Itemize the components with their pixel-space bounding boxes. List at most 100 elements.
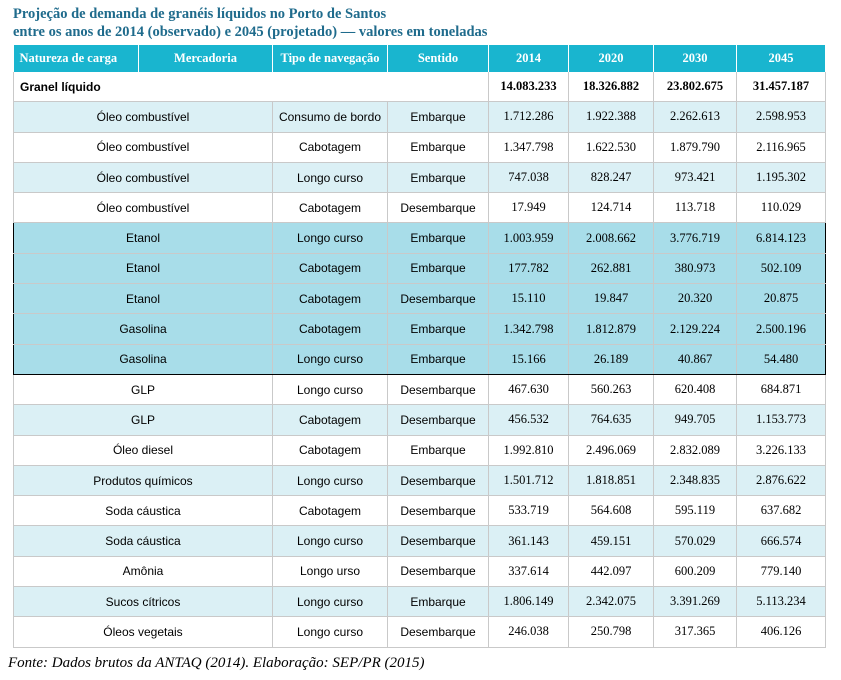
table-row-highlighted: Gasolina Longo curso Embarque 15.166 26.… — [13, 344, 826, 375]
cell-2014: 361.143 — [488, 525, 569, 557]
cell-mercadoria: Óleo combustível — [13, 132, 273, 163]
source-note: Fonte: Dados brutos da ANTAQ (2014). Ela… — [8, 655, 425, 671]
cell-2030: 113.718 — [653, 192, 737, 224]
cell-2014: 1.501.712 — [488, 465, 569, 497]
header-row: Natureza de carga Mercadoria Tipo de nav… — [13, 45, 826, 72]
total-2030: 23.802.675 — [653, 72, 737, 103]
cell-sentido: Desembarque — [387, 283, 489, 315]
cell-2014: 246.038 — [488, 616, 569, 648]
cell-2020: 764.635 — [568, 404, 654, 436]
cell-2045: 3.226.133 — [736, 435, 826, 466]
table-row: Produtos químicos Longo curso Desembarqu… — [13, 465, 826, 497]
cell-sentido: Desembarque — [387, 404, 489, 436]
cell-2030: 570.029 — [653, 525, 737, 557]
cell-mercadoria: Produtos químicos — [13, 465, 273, 497]
cell-2014: 1.342.798 — [488, 313, 569, 345]
total-2020: 18.326.882 — [568, 72, 654, 103]
table-row-highlighted: Etanol Cabotagem Embarque 177.782 262.88… — [13, 253, 826, 285]
cell-sentido: Desembarque — [387, 616, 489, 648]
cell-2030: 2.348.835 — [653, 465, 737, 497]
cell-2014: 467.630 — [488, 374, 569, 406]
cell-2045: 502.109 — [736, 253, 826, 285]
cell-mercadoria: Sucos cítricos — [13, 586, 273, 618]
cell-2030: 3.391.269 — [653, 586, 737, 618]
cell-2030: 2.832.089 — [653, 435, 737, 466]
header-2045: 2045 — [736, 45, 826, 72]
cell-mercadoria: Óleo combustível — [13, 162, 273, 194]
cell-mercadoria: GLP — [13, 404, 273, 436]
cell-mercadoria: Gasolina — [13, 313, 273, 345]
total-row: Granel líquido 14.083.233 18.326.882 23.… — [13, 72, 826, 103]
header-mercadoria: Mercadoria — [138, 45, 273, 72]
cell-2014: 15.110 — [488, 283, 569, 315]
table-title: Projeção de demanda de granéis líquidos … — [13, 5, 487, 41]
cell-tipo: Longo urso — [272, 556, 388, 588]
cell-sentido: Embarque — [387, 344, 489, 375]
cell-mercadoria: Etanol — [13, 253, 273, 285]
header-2020: 2020 — [568, 45, 654, 72]
cell-2045: 5.113.234 — [736, 586, 826, 618]
cell-tipo: Cabotagem — [272, 404, 388, 436]
cell-2030: 973.421 — [653, 162, 737, 194]
total-2045: 31.457.187 — [736, 72, 826, 103]
cell-2030: 1.879.790 — [653, 132, 737, 163]
cell-tipo: Cabotagem — [272, 283, 388, 315]
cell-2045: 20.875 — [736, 283, 826, 315]
cell-2020: 2.342.075 — [568, 586, 654, 618]
cell-tipo: Cabotagem — [272, 495, 388, 527]
cell-2045: 2.876.622 — [736, 465, 826, 497]
cell-sentido: Desembarque — [387, 556, 489, 588]
cell-sentido: Embarque — [387, 313, 489, 345]
cell-2020: 442.097 — [568, 556, 654, 588]
table-row-highlighted: Gasolina Cabotagem Embarque 1.342.798 1.… — [13, 313, 826, 345]
cell-2014: 17.949 — [488, 192, 569, 224]
cell-mercadoria: Soda cáustica — [13, 495, 273, 527]
cell-2020: 19.847 — [568, 283, 654, 315]
cell-2014: 1.806.149 — [488, 586, 569, 618]
cell-2045: 2.116.965 — [736, 132, 826, 163]
cell-2030: 620.408 — [653, 374, 737, 406]
cell-2030: 595.119 — [653, 495, 737, 527]
cell-2014: 1.003.959 — [488, 222, 569, 254]
cell-sentido: Embarque — [387, 101, 489, 133]
header-natureza: Natureza de carga — [13, 45, 139, 72]
table-row: Óleo combustível Cabotagem Embarque 1.34… — [13, 132, 826, 163]
cell-sentido: Desembarque — [387, 192, 489, 224]
cell-mercadoria: Óleo diesel — [13, 435, 273, 466]
table-row: GLP Cabotagem Desembarque 456.532 764.63… — [13, 404, 826, 436]
cell-2045: 6.814.123 — [736, 222, 826, 254]
cell-2014: 1.347.798 — [488, 132, 569, 163]
table-row: Sucos cítricos Longo curso Embarque 1.80… — [13, 586, 826, 618]
cell-mercadoria: GLP — [13, 374, 273, 406]
cell-mercadoria: Amônia — [13, 556, 273, 588]
table-row: GLP Longo curso Desembarque 467.630 560.… — [13, 374, 826, 406]
cell-2020: 1.922.388 — [568, 101, 654, 133]
cell-sentido: Desembarque — [387, 374, 489, 406]
cell-sentido: Desembarque — [387, 495, 489, 527]
cell-2020: 564.608 — [568, 495, 654, 527]
cell-2020: 1.622.530 — [568, 132, 654, 163]
header-tipo-navegacao: Tipo de navegação — [272, 45, 388, 72]
cell-2020: 560.263 — [568, 374, 654, 406]
cell-2014: 1.712.286 — [488, 101, 569, 133]
cell-2020: 459.151 — [568, 525, 654, 557]
cell-2045: 1.153.773 — [736, 404, 826, 436]
cell-tipo: Longo curso — [272, 465, 388, 497]
cell-2045: 1.195.302 — [736, 162, 826, 194]
cell-sentido: Embarque — [387, 435, 489, 466]
cell-2020: 250.798 — [568, 616, 654, 648]
cell-sentido: Desembarque — [387, 465, 489, 497]
title-line-1: Projeção de demanda de granéis líquidos … — [13, 6, 387, 22]
cell-2045: 637.682 — [736, 495, 826, 527]
table-row: Óleo diesel Cabotagem Embarque 1.992.810… — [13, 435, 826, 466]
cell-tipo: Consumo de bordo — [272, 101, 388, 133]
table-row: Óleo combustível Consumo de bordo Embarq… — [13, 101, 826, 133]
cell-mercadoria: Etanol — [13, 222, 273, 254]
cell-2045: 110.029 — [736, 192, 826, 224]
table-row-highlighted: Etanol Longo curso Embarque 1.003.959 2.… — [13, 222, 826, 254]
cell-2020: 262.881 — [568, 253, 654, 285]
cell-tipo: Longo curso — [272, 162, 388, 194]
cell-mercadoria: Óleos vegetais — [13, 616, 273, 648]
cell-2020: 2.496.069 — [568, 435, 654, 466]
cell-sentido: Embarque — [387, 222, 489, 254]
